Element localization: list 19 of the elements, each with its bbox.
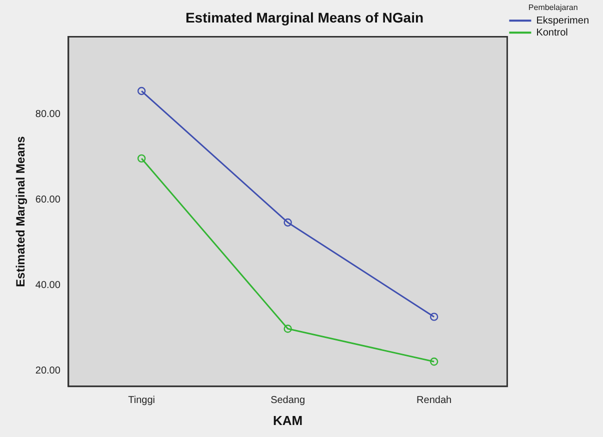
point — [284, 218, 292, 227]
point — [430, 358, 438, 366]
legend-title: Pembelajaran — [528, 3, 578, 12]
x-tick-label: Rendah — [416, 395, 452, 406]
point — [430, 312, 438, 321]
point — [284, 324, 292, 333]
y-tick-label: 80.00 — [35, 109, 61, 120]
x-tick-label: Tinggi — [128, 395, 155, 406]
y-tick-label: 60.00 — [35, 194, 61, 206]
chart-title: Estimated Marginal Means of NGain — [185, 9, 424, 26]
point — [137, 86, 146, 96]
legend-label: Kontrol — [536, 27, 568, 38]
legend-label: Eksperimen — [536, 15, 590, 26]
y-axis-title: Estimated Marginal Means — [14, 136, 28, 287]
y-tick-label: 20.00 — [35, 365, 61, 376]
x-axis-title: KAM — [273, 412, 303, 428]
y-tick-label: 40.00 — [35, 280, 61, 291]
x-tick-label: Sedang — [270, 395, 306, 406]
point — [137, 154, 146, 163]
